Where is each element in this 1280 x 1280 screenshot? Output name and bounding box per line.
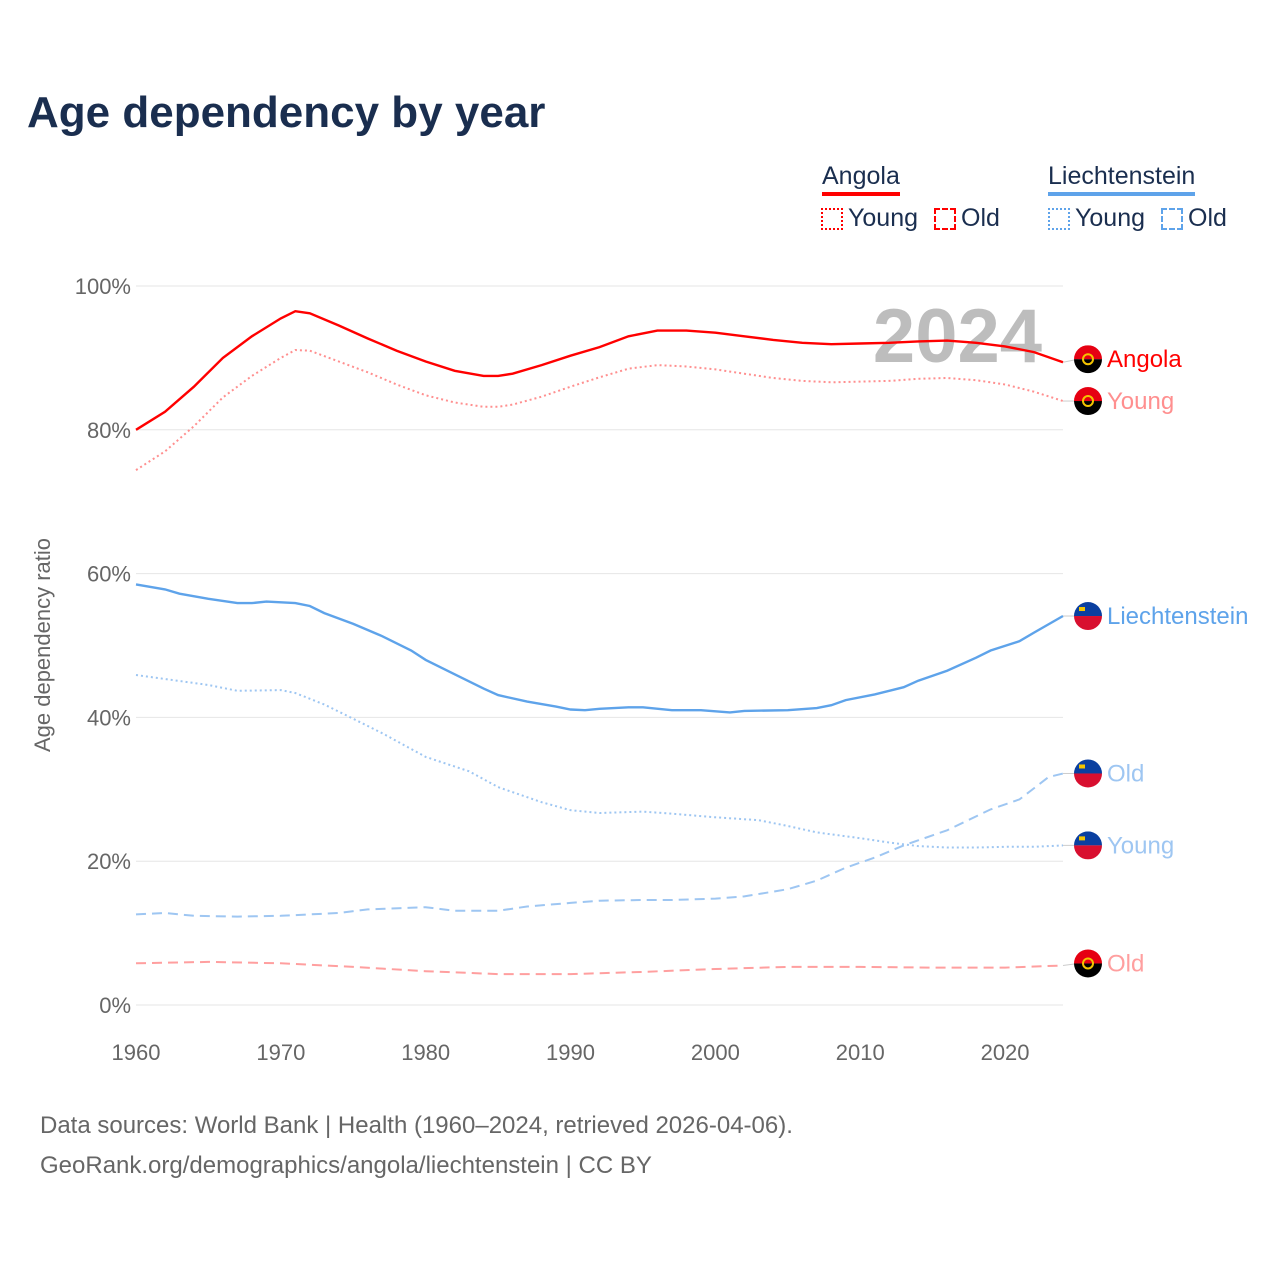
x-tick-label: 1980 [401,1040,450,1065]
y-tick-label: 20% [87,849,131,874]
y-tick-label: 0% [99,993,131,1018]
legend-liechtenstein: Liechtenstein Young Old [1048,162,1227,232]
end-label: Old [1107,950,1144,977]
liechtenstein-flag-icon [1074,831,1102,860]
end-label: Liechtenstein [1107,603,1248,630]
legend-label: Young [1075,204,1145,232]
x-tick-label: 1960 [112,1040,161,1065]
y-tick-label: 40% [87,705,131,730]
flag-body [1074,759,1102,788]
series-line-angola [135,309,1064,431]
angola-flag-icon [1074,345,1102,374]
flag-stripe [1074,345,1102,360]
legend-label: Young [848,204,918,232]
angola-flag-icon [1074,949,1102,978]
end-label: Angola [1107,346,1182,373]
flag-stripe [1074,616,1102,631]
y-axis-label: Age dependency ratio [30,538,55,752]
source-line-2[interactable]: GeoRank.org/demographics/angola/liechten… [40,1152,652,1179]
flag-emblem [1082,353,1094,366]
source-note: Data sources: World Bank | Health (1960–… [40,1106,793,1186]
flag-stripe [1074,602,1102,617]
angola-flag-icon [1074,387,1102,416]
dashed-swatch-icon [934,207,956,230]
flag-stripe [1074,963,1102,978]
series-line-liechtenstein-young [135,674,1064,849]
flag-crown [1079,836,1085,841]
x-tick-label: 2000 [691,1040,740,1065]
legend-angola: Angola Young Old [821,162,1000,232]
series-line-liechtenstein [135,583,1064,714]
flag-crown [1079,607,1085,612]
legend-label: Old [961,204,1000,232]
flag-body [1074,831,1102,860]
end-label: Young [1107,832,1174,859]
flag-stripe [1074,773,1102,788]
legend-country-liechtenstein[interactable]: Liechtenstein [1048,162,1196,196]
y-tick-label: 100% [75,274,131,299]
flag-stripe [1074,359,1102,374]
x-tick-label: 2020 [981,1040,1030,1065]
flag-stripe [1074,387,1102,402]
x-tick-label: 2010 [836,1040,885,1065]
flag-stripe [1074,401,1102,416]
flag-emblem [1082,395,1094,408]
flag-body [1074,345,1102,374]
flag-stripe [1074,759,1102,774]
legend-item-angola-young[interactable]: Young [821,204,918,233]
flag-body [1074,949,1102,978]
line-chart: 0% 20% 40% 60% 80% 100% 1960 1970 1980 1990 2000 20… [30,274,1248,1065]
end-label: Old [1107,760,1144,787]
flag-stripe [1074,831,1102,846]
legend-item-liechtenstein-young[interactable]: Young [1048,204,1145,233]
flag-emblem [1082,957,1094,970]
chart-title: Age dependency by year [27,88,546,137]
liechtenstein-flag-icon [1074,602,1102,631]
x-tick-label: 1990 [546,1040,595,1065]
dashed-swatch-icon [1161,207,1183,230]
flag-stripe [1074,845,1102,860]
legend-country-angola[interactable]: Angola [822,162,900,196]
legend-item-liechtenstein-old[interactable]: Old [1161,204,1227,233]
series-line-angola-old [135,960,1064,976]
dotted-swatch-icon [821,207,843,230]
source-line-1: Data sources: World Bank | Health (1960–… [40,1112,793,1139]
y-tick-label: 60% [87,562,131,587]
series-line-angola-young [135,348,1064,471]
legend-label: Old [1188,204,1227,232]
dotted-swatch-icon [1048,207,1070,230]
y-tick-label: 80% [87,418,131,443]
end-label: Young [1107,388,1174,415]
flag-body [1074,387,1102,416]
flag-crown [1079,764,1085,769]
legend-item-angola-old[interactable]: Old [934,204,1000,233]
year-watermark: 2024 [873,294,1042,379]
liechtenstein-flag-icon [1074,759,1102,788]
flag-body [1074,602,1102,631]
flag-stripe [1074,949,1102,964]
series-line-liechtenstein-old [135,772,1064,918]
x-tick-label: 1970 [256,1040,305,1065]
